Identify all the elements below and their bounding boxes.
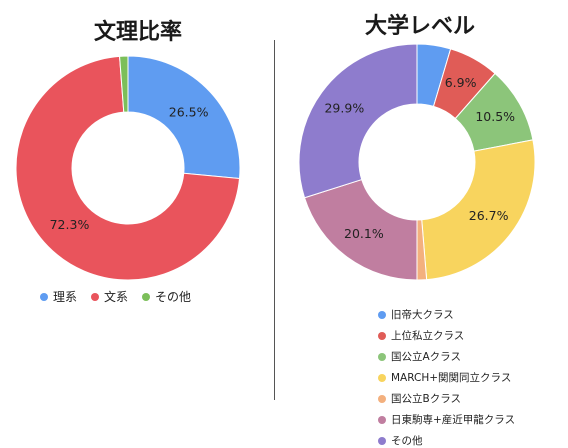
legend-swatch bbox=[378, 352, 386, 361]
data-label-上位私立クラス: 6.9% bbox=[445, 75, 477, 90]
divider bbox=[274, 40, 275, 400]
legend-swatch bbox=[378, 373, 386, 382]
data-label-文系: 72.3% bbox=[50, 217, 90, 232]
data-label-MARCH+関関同立クラス: 26.7% bbox=[469, 208, 509, 223]
legend-item-国公立Aクラス: 国公立Aクラス bbox=[378, 349, 515, 364]
donut-chart-bunri: 26.5% 72.3% bbox=[15, 55, 241, 281]
legend-label: 文系 bbox=[104, 290, 129, 304]
slice-その他 bbox=[298, 43, 418, 199]
legend-item-日東駒専+産近甲龍クラス: 日東駒専+産近甲龍クラス bbox=[378, 412, 515, 427]
legend-label: 理系 bbox=[53, 290, 78, 304]
legend-daigaku: 旧帝大クラス 上位私立クラス 国公立Aクラス MARCH+関関同立クラス 国公立Bクラス… bbox=[378, 307, 515, 448]
legend-item-その他: その他 bbox=[378, 433, 515, 448]
slice-MARCH+関関同立クラス bbox=[421, 139, 536, 281]
legend-label: MARCH+関関同立クラス bbox=[391, 372, 512, 384]
legend-item-理系: 理系 bbox=[40, 288, 77, 305]
legend-bunri: 理系 文系 その他 bbox=[40, 288, 250, 305]
legend-item-その他: その他 bbox=[142, 288, 191, 305]
legend-item-旧帝大クラス: 旧帝大クラス bbox=[378, 307, 515, 322]
slice-日東駒専+産近甲龍クラス bbox=[303, 178, 418, 281]
legend-swatch bbox=[378, 331, 386, 340]
data-label-国公立Aクラス: 10.5% bbox=[475, 109, 515, 124]
legend-label: 国公立Bクラス bbox=[391, 393, 461, 405]
legend-item-MARCH+関関同立クラス: MARCH+関関同立クラス bbox=[378, 370, 515, 385]
legend-item-文系: 文系 bbox=[91, 288, 128, 305]
donut-chart-daigaku: 6.9% 10.5% 26.7% 20.1% 29.9% bbox=[298, 43, 536, 281]
slice-その他 bbox=[119, 55, 129, 113]
legend-label: 上位私立クラス bbox=[391, 330, 465, 342]
legend-label: 国公立Aクラス bbox=[391, 351, 461, 363]
legend-swatch bbox=[378, 415, 386, 424]
legend-item-上位私立クラス: 上位私立クラス bbox=[378, 328, 515, 343]
legend-swatch bbox=[40, 292, 48, 301]
legend-swatch bbox=[91, 292, 100, 301]
slice-理系 bbox=[127, 55, 241, 180]
legend-swatch bbox=[378, 436, 386, 445]
chart-title-bunri: 文理比率 bbox=[93, 20, 182, 45]
legend-label: 旧帝大クラス bbox=[391, 309, 454, 321]
legend-item-国公立Bクラス: 国公立Bクラス bbox=[378, 391, 515, 406]
legend-label: 日東駒専+産近甲龍クラス bbox=[391, 414, 516, 426]
chart-title-daigaku: 大学レベル bbox=[364, 14, 475, 39]
legend-label: その他 bbox=[155, 290, 192, 304]
slice-文系 bbox=[15, 55, 241, 281]
data-label-理系: 26.5% bbox=[169, 104, 209, 119]
legend-swatch bbox=[378, 394, 386, 403]
data-label-その他: 29.9% bbox=[324, 100, 364, 115]
data-label-日東駒専+産近甲龍クラス: 20.1% bbox=[344, 226, 384, 241]
legend-swatch bbox=[142, 292, 151, 301]
legend-swatch bbox=[378, 310, 386, 319]
legend-label: その他 bbox=[391, 435, 423, 447]
